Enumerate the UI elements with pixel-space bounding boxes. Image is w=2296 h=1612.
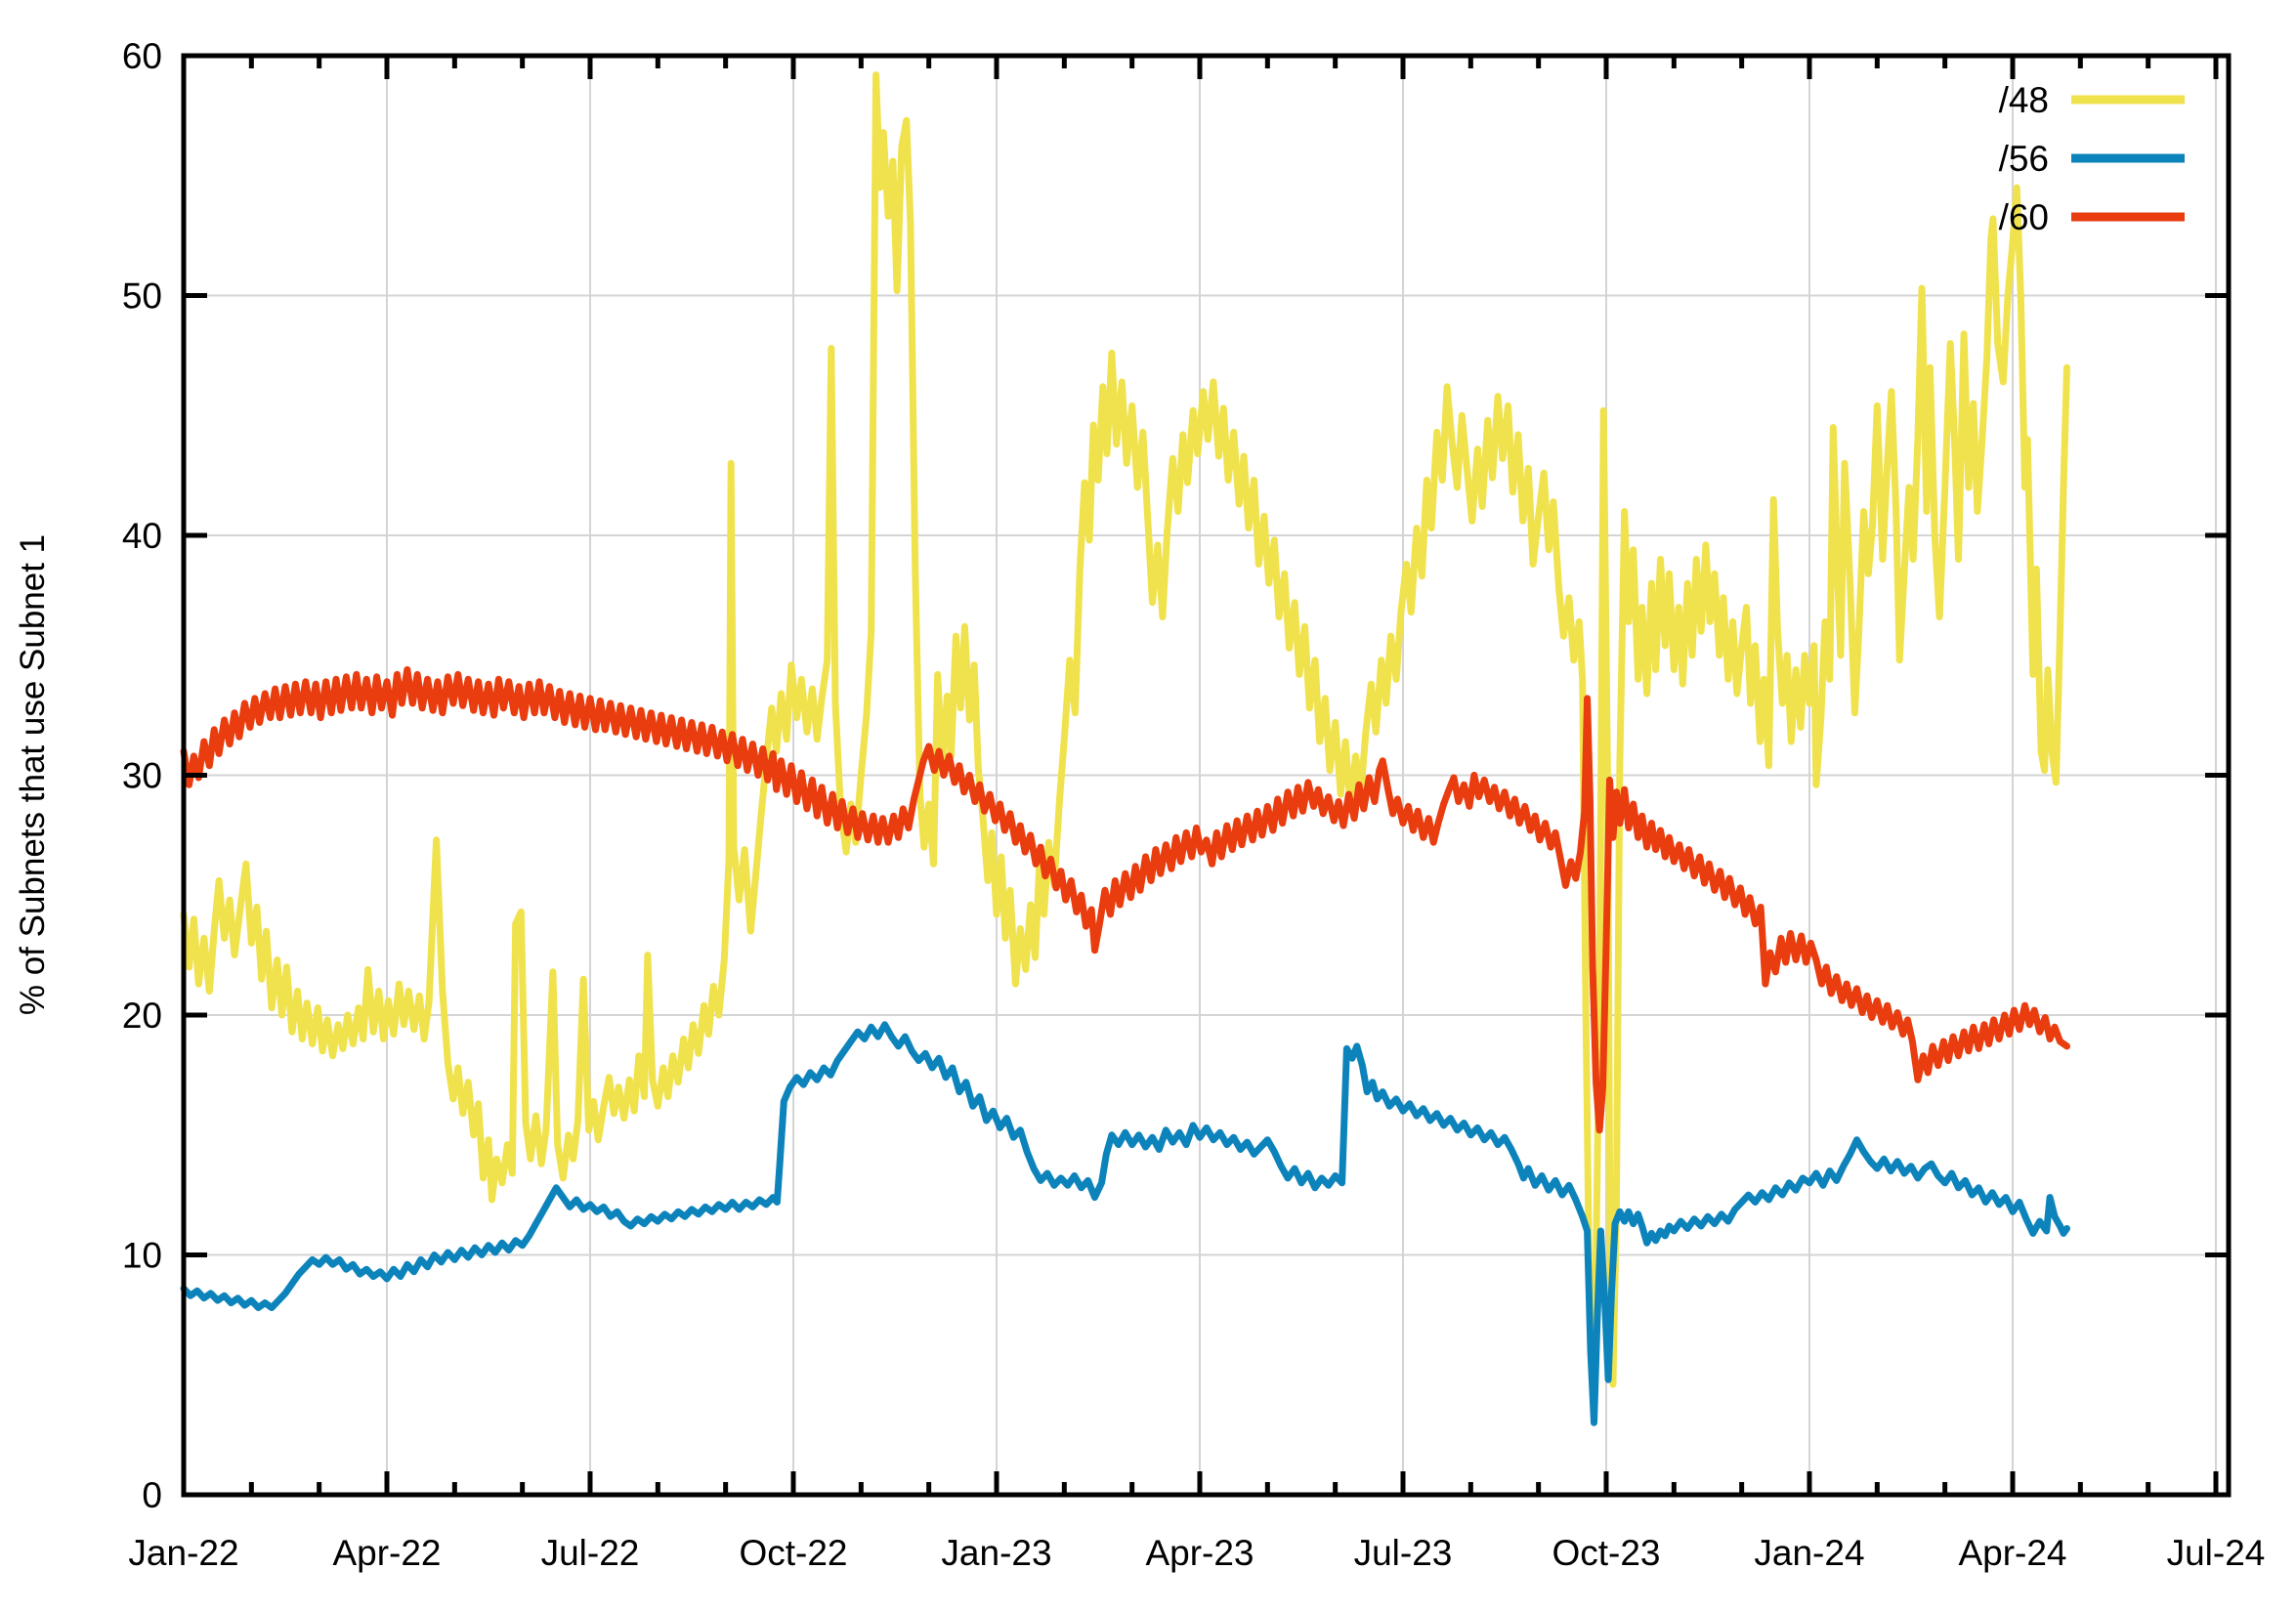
y-axis-title: % of Subnets that use Subnet 1 <box>14 534 52 1015</box>
x-tick-label-Jan-24: Jan-24 <box>1754 1533 1864 1573</box>
x-tick-label-Apr-22: Apr-22 <box>332 1533 441 1573</box>
x-tick-label-Oct-22: Oct-22 <box>739 1533 847 1573</box>
y-tick-label-20: 20 <box>122 996 162 1036</box>
axes-and-ticks <box>181 53 2232 1498</box>
y-tick-label-0: 0 <box>142 1475 162 1515</box>
x-tick-label-Apr-23: Apr-23 <box>1145 1533 1254 1573</box>
x-tick-label-Jan-22: Jan-22 <box>128 1533 238 1573</box>
y-tick-label-30: 30 <box>122 756 162 796</box>
series-line-48 <box>180 71 2070 1388</box>
y-tick-label-40: 40 <box>122 516 162 556</box>
y-tick-label-10: 10 <box>122 1236 162 1276</box>
y-tick-label-60: 60 <box>122 36 162 76</box>
x-tick-label-Apr-24: Apr-24 <box>1958 1533 2066 1573</box>
x-tick-label-Jul-23: Jul-23 <box>1354 1533 1453 1573</box>
x-tick-label-Jan-23: Jan-23 <box>941 1533 1051 1573</box>
series-line-60 <box>180 666 2070 1134</box>
x-tick-label-Jul-22: Jul-22 <box>541 1533 640 1573</box>
x-tick-label-Jul-24: Jul-24 <box>2167 1533 2266 1573</box>
legend-label-48: /48 <box>1999 80 2049 120</box>
gridlines <box>184 56 2229 1495</box>
legend: /48/56/60 <box>1999 80 2185 237</box>
legend-label-60: /60 <box>1999 197 2049 237</box>
x-tick-label-Oct-23: Oct-23 <box>1552 1533 1660 1573</box>
series-lines <box>180 71 2070 1426</box>
series-line-56 <box>180 1021 2070 1426</box>
legend-label-56: /56 <box>1999 139 2049 179</box>
y-tick-label-50: 50 <box>122 276 162 317</box>
axis-tick-labels: Jan-22 Apr-22 Jul-22 Oct-22 Jan-23 Apr-23 Jul-… <box>122 36 2266 1573</box>
